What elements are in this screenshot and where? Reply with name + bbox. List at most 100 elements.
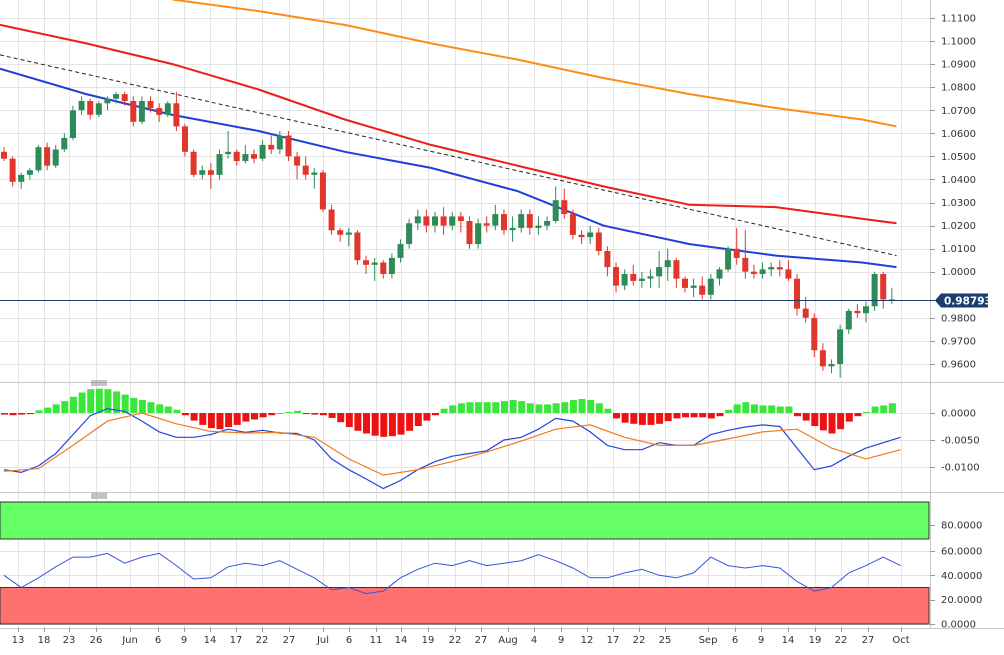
macd-bar (242, 413, 250, 422)
candle (302, 156, 309, 180)
macd-bar (664, 413, 672, 422)
macd-bar (225, 413, 233, 427)
candle (466, 216, 473, 249)
candle (70, 105, 76, 141)
candle (664, 248, 671, 281)
macd-bar (138, 400, 146, 413)
x-tick-label: 4 (531, 635, 537, 646)
pane-resize-handle-macd[interactable] (91, 380, 107, 386)
candle (501, 209, 507, 235)
macd-bar (354, 413, 362, 431)
macd-bar (880, 405, 888, 413)
trend-line (0, 54, 897, 257)
candle (242, 144, 249, 164)
y-tick-label: 1.0500 (941, 152, 976, 163)
y-tick-label: 1.0300 (941, 198, 976, 209)
macd-bar (363, 413, 370, 434)
candle (380, 260, 387, 279)
candle (121, 91, 128, 106)
macd-bar (863, 411, 870, 413)
macd-bar (656, 413, 664, 424)
macd-bar (190, 413, 198, 421)
candle (147, 96, 154, 113)
macd-bar (251, 413, 258, 420)
macd-histogram (1, 388, 896, 437)
candle (475, 218, 482, 249)
ma-mid-line (0, 23, 897, 225)
macd-bar (371, 413, 379, 436)
y-tick-label: 1.0200 (941, 221, 976, 232)
x-tick-label: 9 (758, 635, 764, 646)
macd-bar (690, 413, 698, 418)
ma-fast-line (0, 67, 897, 269)
candle (259, 140, 266, 162)
x-tick-label: Sep (699, 635, 718, 646)
macd-bar (18, 413, 26, 415)
macd-bar (449, 405, 457, 413)
x-tick-label: 19 (809, 635, 822, 646)
candle (345, 227, 352, 247)
pane-resize-handle-oscillator[interactable] (91, 493, 107, 499)
y-tick-label: 0.0000 (941, 409, 976, 420)
x-tick-label: 9 (181, 635, 187, 646)
candle (716, 267, 723, 286)
macd-bar (578, 399, 586, 413)
x-tick-label: 17 (230, 635, 243, 646)
x-tick-label: 18 (38, 635, 51, 646)
candle (397, 239, 404, 263)
macd-bar (647, 413, 655, 425)
x-tick-label: 27 (475, 635, 488, 646)
x-tick-label: 26 (90, 635, 103, 646)
candle (690, 278, 697, 298)
rsi-series-line (3, 552, 901, 595)
macd-bar (1, 413, 8, 415)
x-tick-label: 25 (659, 635, 672, 646)
macd-line (3, 408, 901, 490)
macd-bar (182, 413, 189, 416)
candle (768, 262, 775, 277)
macd-bar (595, 403, 603, 413)
macd-bar (483, 402, 491, 413)
candle (837, 324, 844, 378)
macd-bar (52, 404, 60, 413)
candle (819, 343, 826, 371)
x-tick-label: 14 (782, 635, 795, 646)
pane-dividers (0, 0, 1004, 629)
y-tick-label: 1.1100 (941, 14, 976, 25)
x-tick-label: 22 (256, 635, 269, 646)
price-label-tag: 0.987930 (935, 293, 999, 308)
macd-bar (819, 413, 827, 431)
candle (95, 101, 102, 118)
ma-slow-line (172, 0, 897, 128)
macd-bar (673, 413, 681, 419)
x-tick-label: Jun (121, 635, 138, 646)
macd-bar (811, 413, 819, 426)
y-tick-label: 1.0900 (941, 60, 976, 71)
x-tick-label: 6 (346, 635, 352, 646)
macd-bar (199, 413, 207, 425)
macd-bar (268, 413, 276, 416)
candle (156, 103, 163, 122)
candle (199, 165, 206, 180)
candle (483, 216, 490, 233)
y-tick-label: 1.1000 (941, 37, 976, 48)
macd-bar (509, 400, 517, 413)
macd-bar (569, 400, 577, 413)
candle (578, 230, 585, 245)
y-tick-label: 1.0000 (941, 267, 976, 278)
candle (9, 156, 16, 187)
y-tick-label: 1.0100 (941, 244, 976, 255)
x-tick-label: 22 (449, 635, 462, 646)
candle (388, 253, 395, 279)
candle (544, 216, 551, 231)
y-tick-label: 1.0700 (941, 106, 976, 117)
y-tick-label: 0.9700 (941, 336, 976, 347)
candle (613, 262, 619, 293)
candle (61, 133, 68, 152)
x-tick-label: 11 (370, 635, 383, 646)
x-tick-label: 12 (581, 635, 594, 646)
candle (802, 297, 809, 323)
candle (52, 144, 59, 168)
candle (888, 287, 895, 305)
